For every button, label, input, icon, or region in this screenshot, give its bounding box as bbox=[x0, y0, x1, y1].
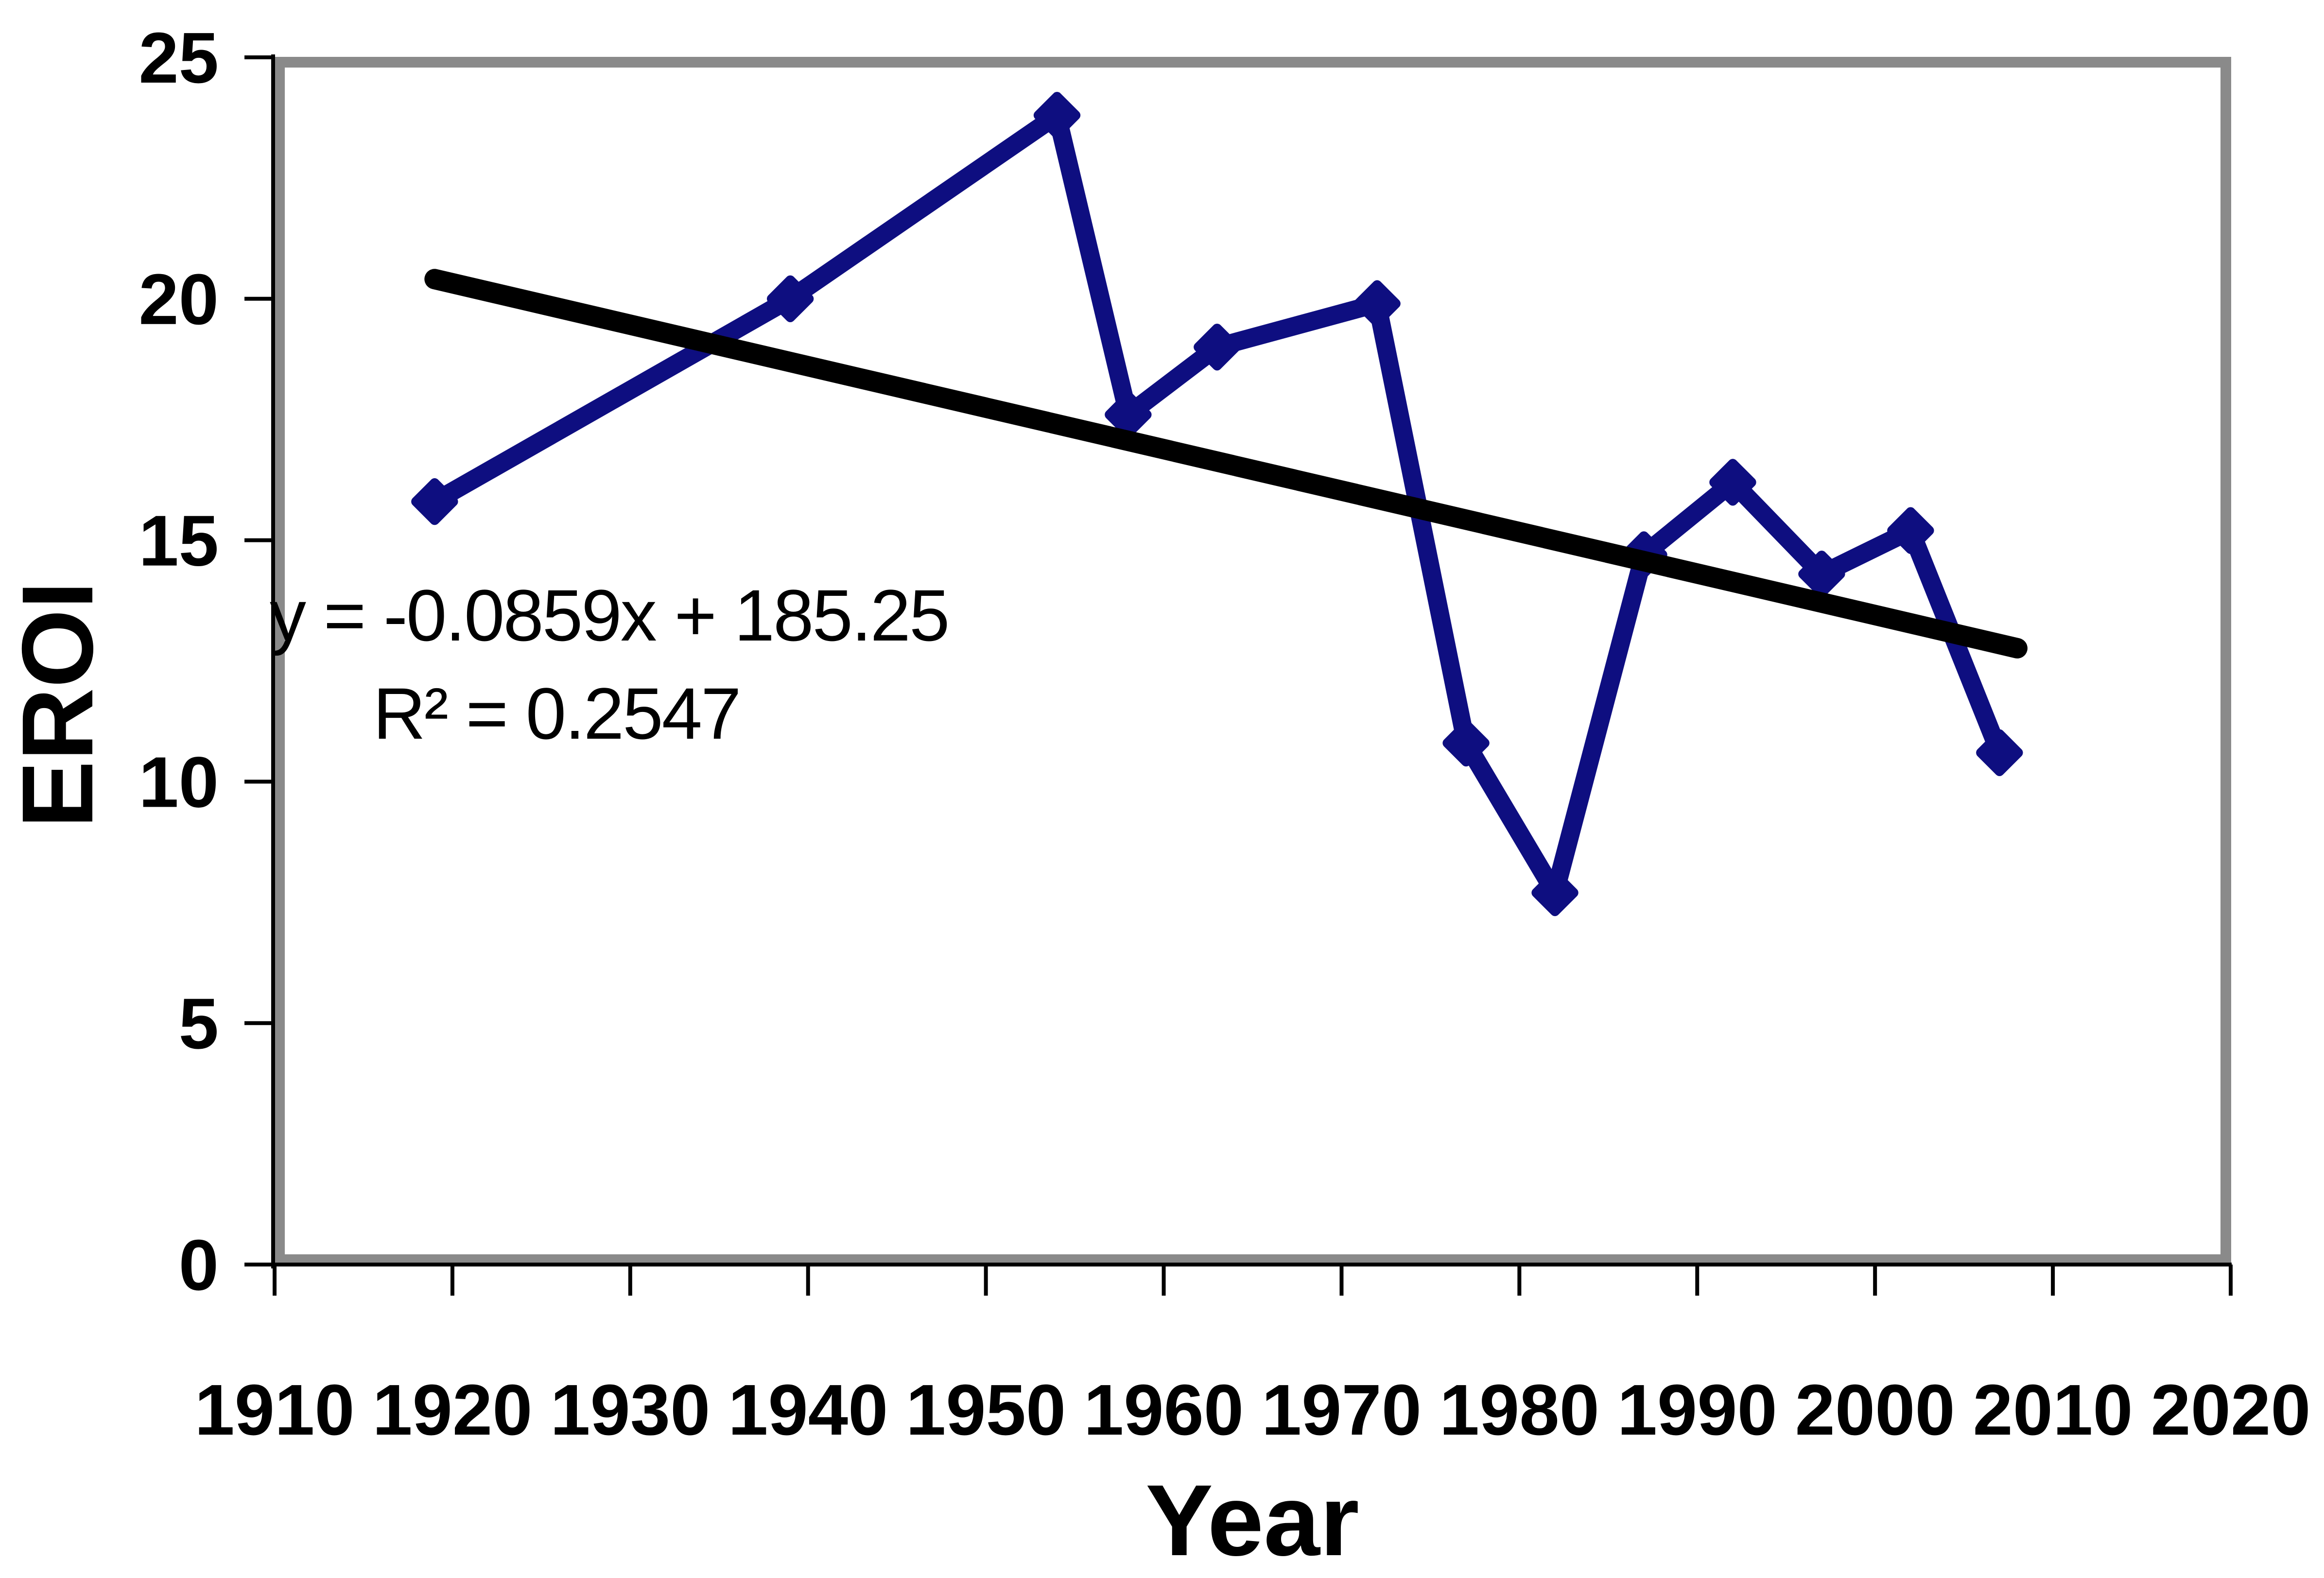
data-point-diamond bbox=[1887, 507, 1934, 554]
data-point-diamond bbox=[1531, 869, 1578, 917]
y-axis-ticks: 0 5 10 15 20 25 bbox=[139, 18, 275, 1305]
x-tick-label: 1980 bbox=[1439, 1370, 1599, 1450]
x-tick-label: 1990 bbox=[1617, 1370, 1777, 1450]
x-tick-label: 1960 bbox=[1084, 1370, 1244, 1450]
x-tick-label: 1910 bbox=[194, 1370, 354, 1450]
data-point-diamond bbox=[766, 275, 814, 322]
x-axis-ticks: 1910 1920 1930 1940 1950 1960 1970 1980 1990 2000… bbox=[194, 1265, 2311, 1450]
data-point-diamond bbox=[411, 478, 458, 525]
data-point-diamond bbox=[1353, 280, 1401, 327]
x-tick-label: 1930 bbox=[550, 1370, 710, 1450]
data-point-diamond bbox=[1105, 391, 1152, 438]
data-point-diamond bbox=[1194, 323, 1241, 371]
x-tick-label: 1950 bbox=[906, 1370, 1066, 1450]
x-tick-label: 2010 bbox=[1973, 1370, 2133, 1450]
y-tick-label: 20 bbox=[139, 260, 219, 340]
data-point-diamond bbox=[1976, 729, 2023, 776]
x-tick-label: 1920 bbox=[372, 1370, 532, 1450]
x-tick-label: 2000 bbox=[1795, 1370, 1955, 1450]
trendline-equation-label: y = -0.0859x + 185.25 bbox=[270, 574, 948, 656]
x-tick-label: 2020 bbox=[2151, 1370, 2310, 1450]
data-point-diamond bbox=[1442, 719, 1490, 767]
x-tick-label: 1970 bbox=[1262, 1370, 1422, 1450]
y-tick-label: 25 bbox=[139, 18, 219, 98]
data-series bbox=[411, 92, 2023, 917]
trendline-r2-label: R² = 0.2547 bbox=[373, 673, 740, 754]
x-axis-title: Year bbox=[1145, 1464, 1359, 1577]
linear-trendline bbox=[424, 269, 2028, 659]
series-line bbox=[425, 106, 2009, 902]
y-tick-label: 0 bbox=[179, 1225, 219, 1305]
y-tick-label: 15 bbox=[139, 501, 219, 581]
plot-frame bbox=[274, 57, 2231, 1265]
y-tick-label: 10 bbox=[139, 742, 219, 822]
y-axis-title: EROI bbox=[1, 581, 114, 829]
data-point-diamond bbox=[1798, 550, 1845, 598]
data-point-diamond bbox=[1709, 459, 1756, 506]
data-point-diamond bbox=[1033, 92, 1081, 139]
x-tick-label: 1940 bbox=[728, 1370, 888, 1450]
y-tick-label: 5 bbox=[179, 984, 219, 1064]
trendline-group bbox=[424, 269, 2028, 659]
